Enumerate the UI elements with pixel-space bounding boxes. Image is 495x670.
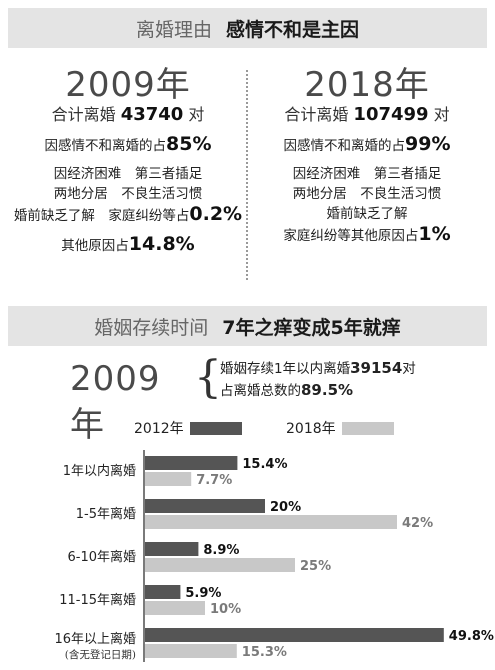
category-label: 1-5年离婚 bbox=[76, 506, 136, 522]
bar-2012 bbox=[145, 628, 444, 642]
bar-value-label: 49.8% bbox=[449, 629, 494, 644]
reasons-banner: 离婚理由 感情不和是主因 bbox=[8, 8, 487, 48]
total-2009: 合计离婚 43740 对 bbox=[8, 104, 248, 126]
summary-2009-lines: 婚姻存续1年以内离婚39154对 占离婚总数的89.5% bbox=[220, 358, 480, 402]
bar-value-label: 10% bbox=[210, 602, 241, 617]
legend-label-2018: 2018年 bbox=[286, 421, 336, 437]
reasons-2018-line4-text: 家庭纠纷等其他原因占 bbox=[283, 228, 419, 244]
category-label: 11-15年离婚 bbox=[59, 592, 136, 608]
total-2018-value: 107499 bbox=[353, 104, 429, 125]
bar-2018 bbox=[145, 558, 295, 572]
summary-2009-line1-prefix: 婚姻存续1年以内离婚 bbox=[220, 361, 351, 377]
summary-2009-line1-value: 39154 bbox=[350, 359, 403, 377]
bar-value-label: 8.9% bbox=[203, 543, 239, 558]
reasons-2018-line4: 家庭纠纷等其他原因占1% bbox=[247, 224, 487, 246]
other-2009-text: 其他原因占 bbox=[61, 238, 129, 254]
emotion-2009-text: 因感情不和离婚的占 bbox=[44, 138, 167, 154]
bar-value-label: 5.9% bbox=[185, 586, 221, 601]
legend-swatch-2018 bbox=[341, 421, 394, 435]
reasons-2018-line3: 婚前缺乏了解 bbox=[326, 206, 408, 222]
summary-2009-line1-suffix: 对 bbox=[402, 361, 416, 377]
summary-2009-line1: 婚姻存续1年以内离婚39154对 bbox=[220, 358, 480, 380]
reasons-2009-line1: 因经济困难 第三者插足 bbox=[53, 166, 203, 182]
category-label: 16年以上离婚 bbox=[54, 631, 136, 647]
legend-item-2018: 2018年 bbox=[286, 418, 394, 438]
other-2009-value: 14.8% bbox=[128, 233, 195, 255]
total-2018: 合计离婚 107499 对 bbox=[247, 104, 487, 126]
bar-value-label: 20% bbox=[270, 500, 301, 515]
reasons-2009-line2: 两地分居 不良生活习惯 bbox=[53, 186, 203, 202]
bar-value-label: 7.7% bbox=[196, 473, 232, 488]
reasons-banner-headline: 感情不和是主因 bbox=[226, 18, 360, 41]
legend-item-2012: 2012年 bbox=[134, 418, 242, 438]
total-2009-prefix: 合计离婚 bbox=[51, 105, 116, 124]
emotion-2009-value: 85% bbox=[166, 133, 212, 155]
reasons-2009-line3: 婚前缺乏了解 家庭纠纷等占0.2% bbox=[8, 204, 248, 226]
bar-2018 bbox=[145, 601, 205, 615]
bar-value-label: 15.3% bbox=[242, 645, 287, 660]
bar-2018 bbox=[145, 644, 237, 658]
column-divider bbox=[246, 70, 248, 280]
summary-2009-line2: 占离婚总数的89.5% bbox=[220, 380, 480, 402]
bar-2018 bbox=[145, 472, 192, 486]
category-label: 1年以内离婚 bbox=[63, 463, 136, 479]
category-label: 6-10年离婚 bbox=[67, 549, 136, 565]
summary-2009-line2-prefix: 占离婚总数的 bbox=[220, 383, 301, 399]
emotion-2018: 因感情不和离婚的占99% bbox=[247, 134, 487, 156]
total-2009-suffix: 对 bbox=[188, 105, 205, 124]
reasons-2009-line3-text: 婚前缺乏了解 家庭纠纷等占 bbox=[13, 208, 190, 224]
emotion-2018-text: 因感情不和离婚的占 bbox=[283, 138, 406, 154]
reasons-2009-value: 0.2% bbox=[189, 203, 243, 225]
category-note: (含无登记日期) bbox=[65, 648, 136, 661]
total-2018-prefix: 合计离婚 bbox=[284, 105, 349, 124]
bar-value-label: 15.4% bbox=[242, 457, 287, 472]
total-2018-suffix: 对 bbox=[433, 105, 450, 124]
legend-swatch-2012 bbox=[189, 421, 242, 435]
bar-2012 bbox=[145, 499, 265, 513]
year-2009-title: 2009年 bbox=[65, 65, 191, 105]
summary-2009-line2-value: 89.5% bbox=[301, 381, 354, 399]
bar-2018 bbox=[145, 515, 397, 529]
bar-value-label: 25% bbox=[300, 559, 331, 574]
column-2009: 2009年 合计离婚 43740 对 因感情不和离婚的占85% 因经济困难 第三… bbox=[8, 66, 248, 256]
reasons-banner-tag: 离婚理由 bbox=[135, 18, 212, 41]
duration-banner-tag: 婚姻存续时间 bbox=[94, 316, 209, 339]
duration-bar-chart: 1年以内离婚 15.4% 7.7% 1-5年离婚 20% 42% 6-10年离婚 8.9% 25… bbox=[54, 450, 494, 662]
bar-2012 bbox=[145, 456, 238, 470]
year-2018-title: 2018年 bbox=[304, 65, 430, 105]
bar-value-label: 42% bbox=[402, 516, 433, 531]
bar-2012 bbox=[145, 585, 181, 599]
summary-2009-year: 2009年 bbox=[70, 359, 161, 445]
column-2018: 2018年 合计离婚 107499 对 因感情不和离婚的占99% 因经济困难 第… bbox=[247, 66, 487, 246]
legend-label-2012: 2012年 bbox=[134, 421, 184, 437]
bar-2012 bbox=[145, 542, 199, 556]
emotion-2018-value: 99% bbox=[405, 133, 451, 155]
duration-banner: 婚姻存续时间 7年之痒变成5年就痒 bbox=[8, 306, 487, 346]
reasons-2018-value: 1% bbox=[418, 223, 451, 245]
other-2009: 其他原因占14.8% bbox=[8, 234, 248, 256]
reasons-2018-line1: 因经济困难 第三者插足 bbox=[292, 166, 442, 182]
emotion-2009: 因感情不和离婚的占85% bbox=[8, 134, 248, 156]
duration-banner-headline: 7年之痒变成5年就痒 bbox=[222, 316, 401, 339]
total-2009-value: 43740 bbox=[120, 104, 184, 125]
reasons-2018-line2: 两地分居 不良生活习惯 bbox=[292, 186, 442, 202]
left-brace-icon: { bbox=[194, 352, 222, 403]
